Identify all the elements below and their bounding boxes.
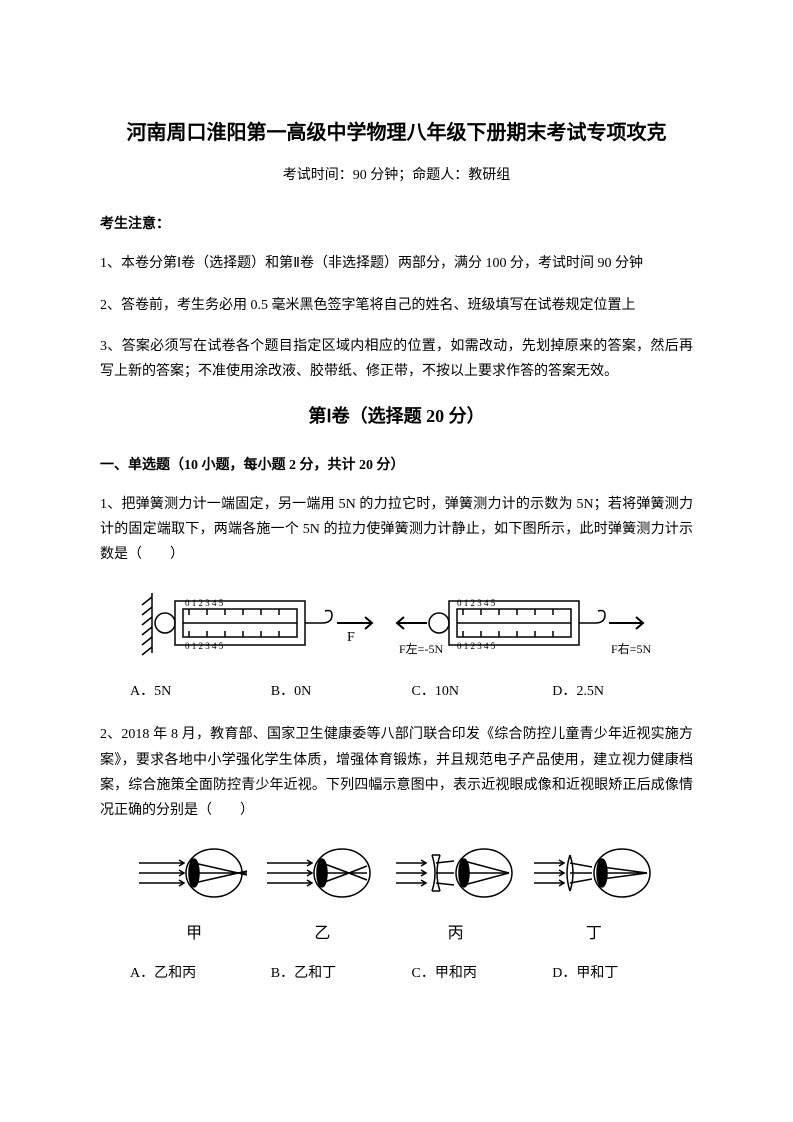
notice-heading: 考生注意： xyxy=(100,212,693,237)
q2-optA: A．乙和丙 xyxy=(130,961,271,986)
label-jia: 甲 xyxy=(139,920,249,949)
question-2-text: 2、2018 年 8 月，教育部、国家卫生健康委等八部门联合印发《综合防控儿童青… xyxy=(100,722,693,823)
q2-optC: C．甲和丙 xyxy=(412,961,553,986)
q1-optC: C．10N xyxy=(412,679,553,704)
label-bing: 丙 xyxy=(396,920,516,949)
svg-text:0 1 2 3 4 5: 0 1 2 3 4 5 xyxy=(457,641,496,651)
section1-heading: 一、单选题（10 小题，每小题 2 分，共计 20 分） xyxy=(100,453,693,478)
label-Fright: F右=5N xyxy=(611,641,651,656)
q2-optD: D．甲和丁 xyxy=(552,961,693,986)
instruction-1: 1、本卷分第Ⅰ卷（选择题）和第Ⅱ卷（非选择题）两部分，满分 100 分，考试时间… xyxy=(100,251,693,276)
exam-title: 河南周口淮阳第一高级中学物理八年级下册期末考试专项攻克 xyxy=(100,115,693,151)
exam-subtitle: 考试时间：90 分钟；命题人：教研组 xyxy=(100,163,693,188)
question-1-text: 1、把弹簧测力计一端固定，另一端用 5N 的力拉它时，弹簧测力计的示数为 5N；… xyxy=(100,492,693,568)
question-2-options: A．乙和丙 B．乙和丁 C．甲和丙 D．甲和丁 xyxy=(130,961,693,986)
q1-optA: A．5N xyxy=(130,679,271,704)
svg-text:0 1 2 3 4 5: 0 1 2 3 4 5 xyxy=(457,598,496,608)
q1-optB: B．0N xyxy=(271,679,412,704)
label-yi: 乙 xyxy=(267,920,377,949)
question-2-figure: 甲 乙 xyxy=(130,843,663,949)
q1-optD: D．2.5N xyxy=(552,679,693,704)
label-Fleft: F左=-5N xyxy=(399,641,443,656)
svg-text:0 1 2 3 4 5: 0 1 2 3 4 5 xyxy=(185,641,224,651)
label-ding: 丁 xyxy=(534,920,654,949)
label-F: F xyxy=(347,630,355,645)
instruction-3: 3、答案必须写在试卷各个题目指定区域内相应的位置，如需改动，先划掉原来的答案，然… xyxy=(100,334,693,384)
part1-heading: 第Ⅰ卷（选择题 20 分） xyxy=(100,400,693,432)
instruction-2: 2、答卷前，考生务必用 0.5 毫米黑色签字笔将自己的姓名、班级填写在试卷规定位… xyxy=(100,293,693,318)
question-1-figure: 0 1 2 3 4 5 0 1 2 3 4 5 F 0 1 2 3 4 5 0 … xyxy=(100,583,693,663)
question-1-options: A．5N B．0N C．10N D．2.5N xyxy=(130,679,693,704)
q2-optB: B．乙和丁 xyxy=(271,961,412,986)
svg-text:0 1 2 3 4 5: 0 1 2 3 4 5 xyxy=(185,598,224,608)
